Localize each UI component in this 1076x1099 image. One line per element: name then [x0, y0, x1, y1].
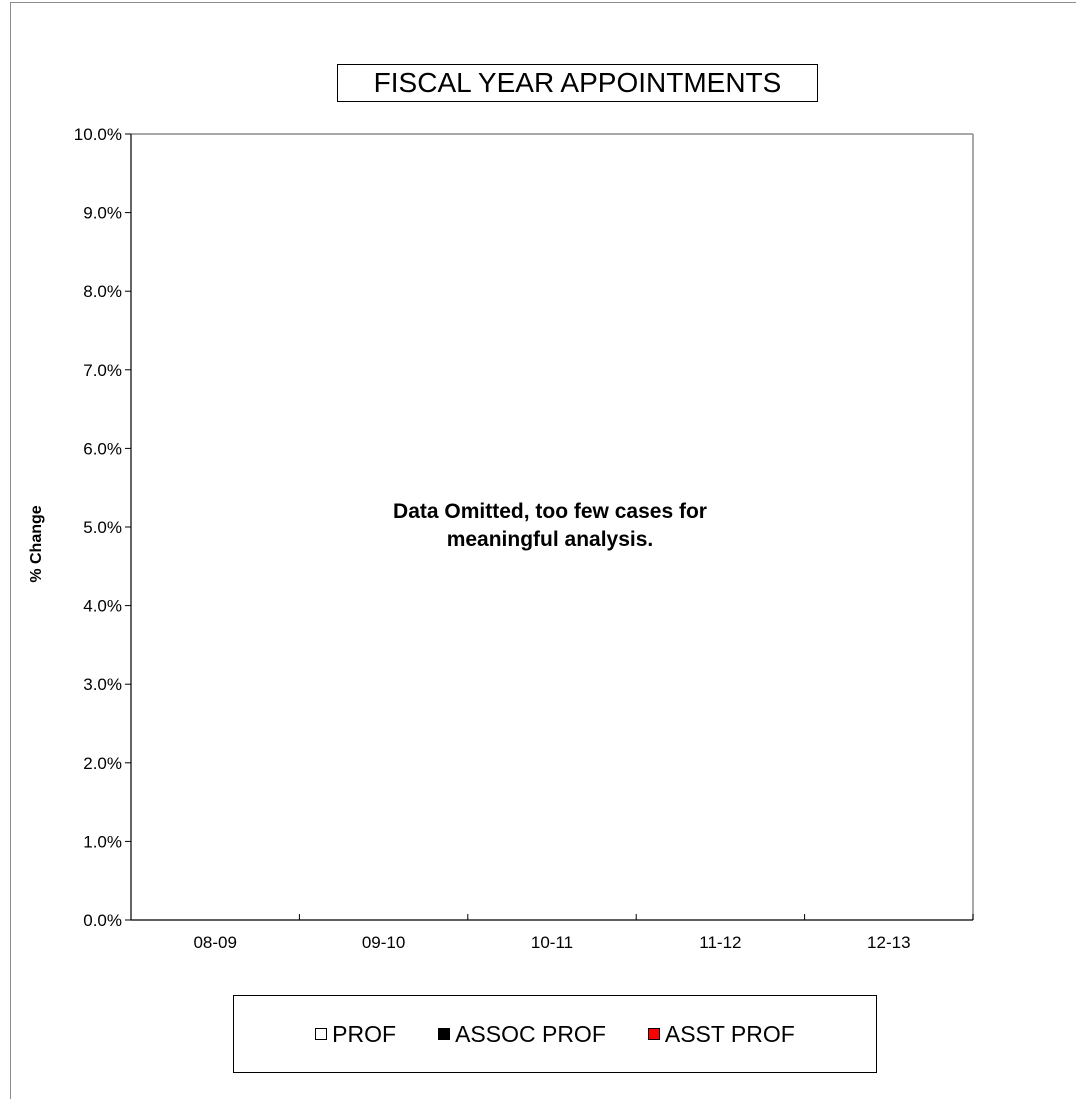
- y-tick-label: 3.0%: [83, 675, 122, 694]
- x-tick-label: 08-09: [193, 933, 236, 952]
- legend-label-prof: PROF: [332, 1020, 397, 1047]
- legend-label-assoc-prof: ASSOC PROF: [455, 1020, 606, 1047]
- x-tick-label: 09-10: [362, 933, 405, 952]
- y-axis-label: % Change: [28, 505, 45, 583]
- y-tick-label: 7.0%: [83, 361, 122, 380]
- y-tick-label: 8.0%: [83, 282, 122, 301]
- y-tick-label: 10.0%: [74, 125, 122, 144]
- data-omitted-note-line-1: Data Omitted, too few cases for: [393, 500, 707, 523]
- y-tick-label: 6.0%: [83, 439, 122, 458]
- legend-swatch-asst-prof: [647, 1028, 660, 1040]
- legend-swatch-prof: [315, 1028, 328, 1040]
- legend-item-asst-prof: ASST PROF: [647, 1020, 795, 1048]
- y-tick-label: 2.0%: [83, 754, 122, 773]
- y-tick-label: 0.0%: [83, 911, 122, 930]
- legend: PROF ASSOC PROF ASST PROF: [233, 995, 877, 1073]
- y-tick-label: 5.0%: [83, 518, 122, 537]
- legend-item-prof: PROF: [315, 1021, 396, 1048]
- chart-frame: [10, 2, 1076, 1099]
- y-tick-label: 9.0%: [83, 204, 122, 223]
- y-tick-label: 1.0%: [83, 832, 122, 851]
- x-tick-label: 12-13: [867, 933, 910, 952]
- y-tick-label: 4.0%: [83, 597, 122, 616]
- data-omitted-note-line-2: meaningful analysis.: [446, 528, 654, 551]
- x-tick-label: 11-12: [699, 933, 741, 952]
- legend-label-asst-prof: ASST PROF: [664, 1020, 795, 1047]
- chart-title: FISCAL YEAR APPOINTMENTS: [337, 64, 818, 102]
- legend-swatch-assoc-prof: [438, 1028, 451, 1040]
- x-tick-label: 10-11: [531, 933, 573, 952]
- data-omitted-note: Data Omitted, too few cases for meaningf…: [240, 498, 860, 554]
- legend-item-assoc-prof: ASSOC PROF: [438, 1021, 606, 1048]
